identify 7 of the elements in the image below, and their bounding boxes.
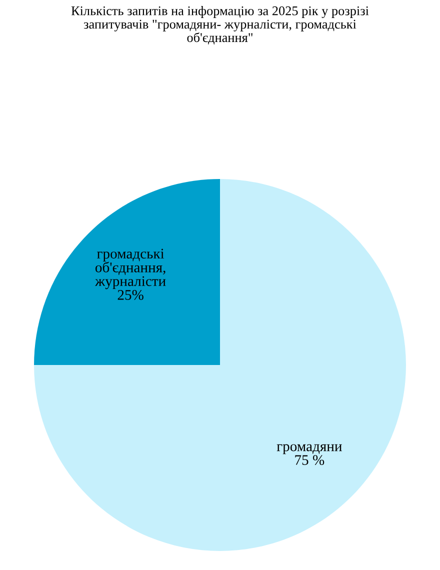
slice-label: громадські об'єднання, журналісти (94, 248, 166, 290)
chart-title: Кількість запитів на інформацію за 2025 рік у розрізі запитувачів "громадяни- журналісти, громадські об'єднання" (71, 6, 369, 44)
slice-label: громадяни (276, 444, 342, 454)
pie-slice (34, 179, 406, 551)
data-label: 75 % (295, 455, 324, 465)
pie-slice (34, 179, 220, 365)
data-label: 25% (118, 290, 144, 300)
